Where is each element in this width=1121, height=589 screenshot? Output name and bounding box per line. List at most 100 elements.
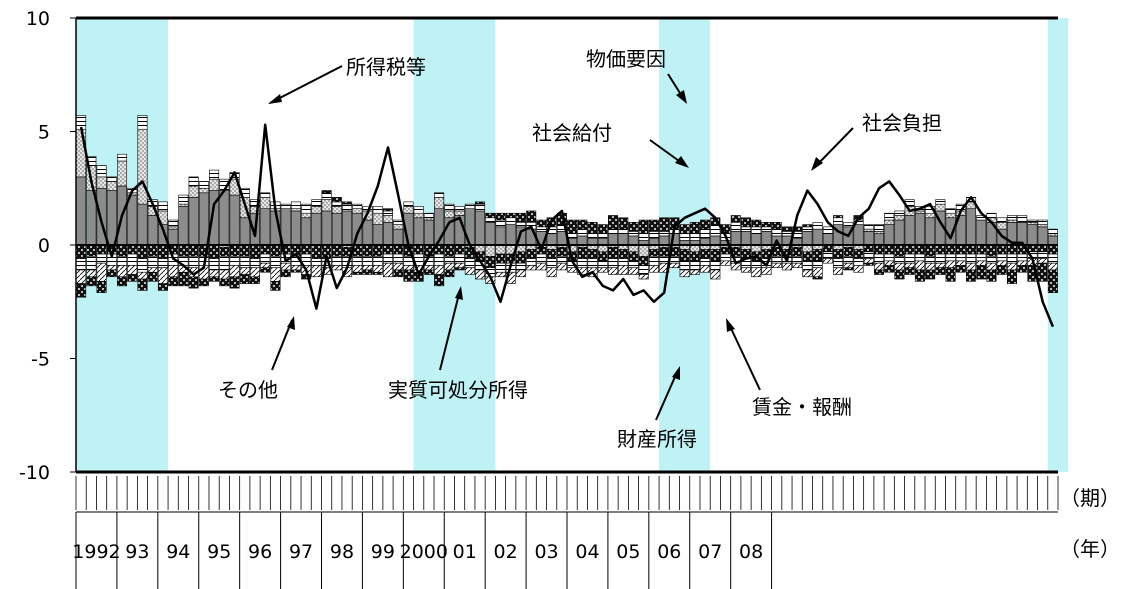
bar-segment [648,265,659,273]
bar-segment [536,226,547,232]
annotations: 所得税等 物価要因 社会給付 社会負担 その他 実質可処分所得 財産所得 賃金・… [218,47,942,451]
bar-segment [475,201,486,205]
bar-segment [515,212,526,223]
bar-segment [608,228,619,234]
bar-segment [863,228,874,232]
bar-segment [86,256,97,271]
bar-segment [229,265,240,278]
bar-segment [812,260,823,269]
bar-segment [720,253,731,262]
year-unit-label: （年） [1060,537,1120,561]
bar-segment [495,226,506,246]
bar-segment [505,217,516,225]
bar-segment [331,212,342,246]
annotation-price-arrowhead [676,90,687,104]
bar-segment [127,274,138,282]
bar-segment [331,256,342,266]
bar-segment [976,219,987,246]
period-unit-label: （期） [1060,486,1120,510]
bar-segment [577,246,588,259]
bar-segment [393,224,404,230]
bar-segment [925,244,936,257]
bar-segment [628,260,639,269]
bar-segment [434,274,445,287]
bar-segment [127,253,138,266]
bar-segment [454,267,465,271]
bar-segment [812,276,823,280]
bar-segment [1037,258,1048,264]
bar-segment [280,269,291,278]
bar-segment [955,244,966,255]
bar-segment [362,244,373,257]
bar-segment [996,253,1007,262]
bar-segment [342,201,353,205]
bar-segment [76,176,87,246]
bar-segment [935,203,946,212]
bar-segment [495,212,506,221]
bar-segment [495,219,506,228]
bar-segment [751,219,762,228]
bar-segment [822,226,833,234]
bar-segment [1027,222,1038,225]
bar-segment [812,222,823,230]
bar-segment [587,258,598,268]
bar-segment [444,244,455,257]
bar-segment [863,262,874,266]
bar-segment [904,253,915,264]
bar-segment [648,237,659,246]
bar-segment [792,262,803,269]
annotation-property-income: 財産所得 [617,427,697,451]
year-label: 2000 [400,541,448,563]
year-label: 93 [125,541,149,563]
bar-segment [290,210,301,246]
bar-segment [311,244,322,259]
bar-segment [935,253,946,264]
bar-segment [413,206,424,214]
bar-segment [495,262,506,273]
bar-segment [444,269,455,278]
bar-segment [884,212,895,221]
bar-segment [966,244,977,255]
annotation-price: 物価要因 [586,47,666,71]
bar-segment [741,226,752,232]
bar-segment [710,260,721,271]
bar-segment [700,249,711,259]
bar-segment [96,281,107,293]
bar-segment [260,197,271,209]
bar-segment [843,267,854,271]
bar-segment [802,260,813,271]
bar-segment [976,260,987,266]
bar-segment [638,244,649,257]
year-label: 99 [371,541,395,563]
bar-segment [1006,269,1017,284]
bar-segment [577,235,588,246]
bar-segment [260,267,271,273]
bar-segment [812,228,823,246]
bar-segment [771,222,782,230]
bar-segment [362,256,373,266]
bar-segment [700,258,711,266]
bar-segment [546,233,557,246]
bar-segment [1037,251,1048,259]
bar-segment [362,269,373,275]
annotation-social-benefit: 社会給付 [532,121,612,145]
bar-segment [475,203,486,212]
bar-segment [689,222,700,234]
bar-segment [239,267,250,275]
bar-segment [833,217,844,225]
bar-segment [1047,269,1058,293]
bar-segment [853,224,864,246]
bar-segment [168,219,179,228]
bar-segment [925,269,936,280]
bar-segment [393,228,404,246]
bar-segment [628,244,639,253]
bar-segment [638,219,649,234]
year-label: 96 [248,541,272,563]
bar-segment [945,212,956,219]
bar-segment [311,258,322,266]
bar-segment [178,194,189,205]
bar-segment [219,246,230,257]
bar-segment [587,222,598,234]
bar-segment [382,244,393,255]
bar-segment [843,256,854,264]
